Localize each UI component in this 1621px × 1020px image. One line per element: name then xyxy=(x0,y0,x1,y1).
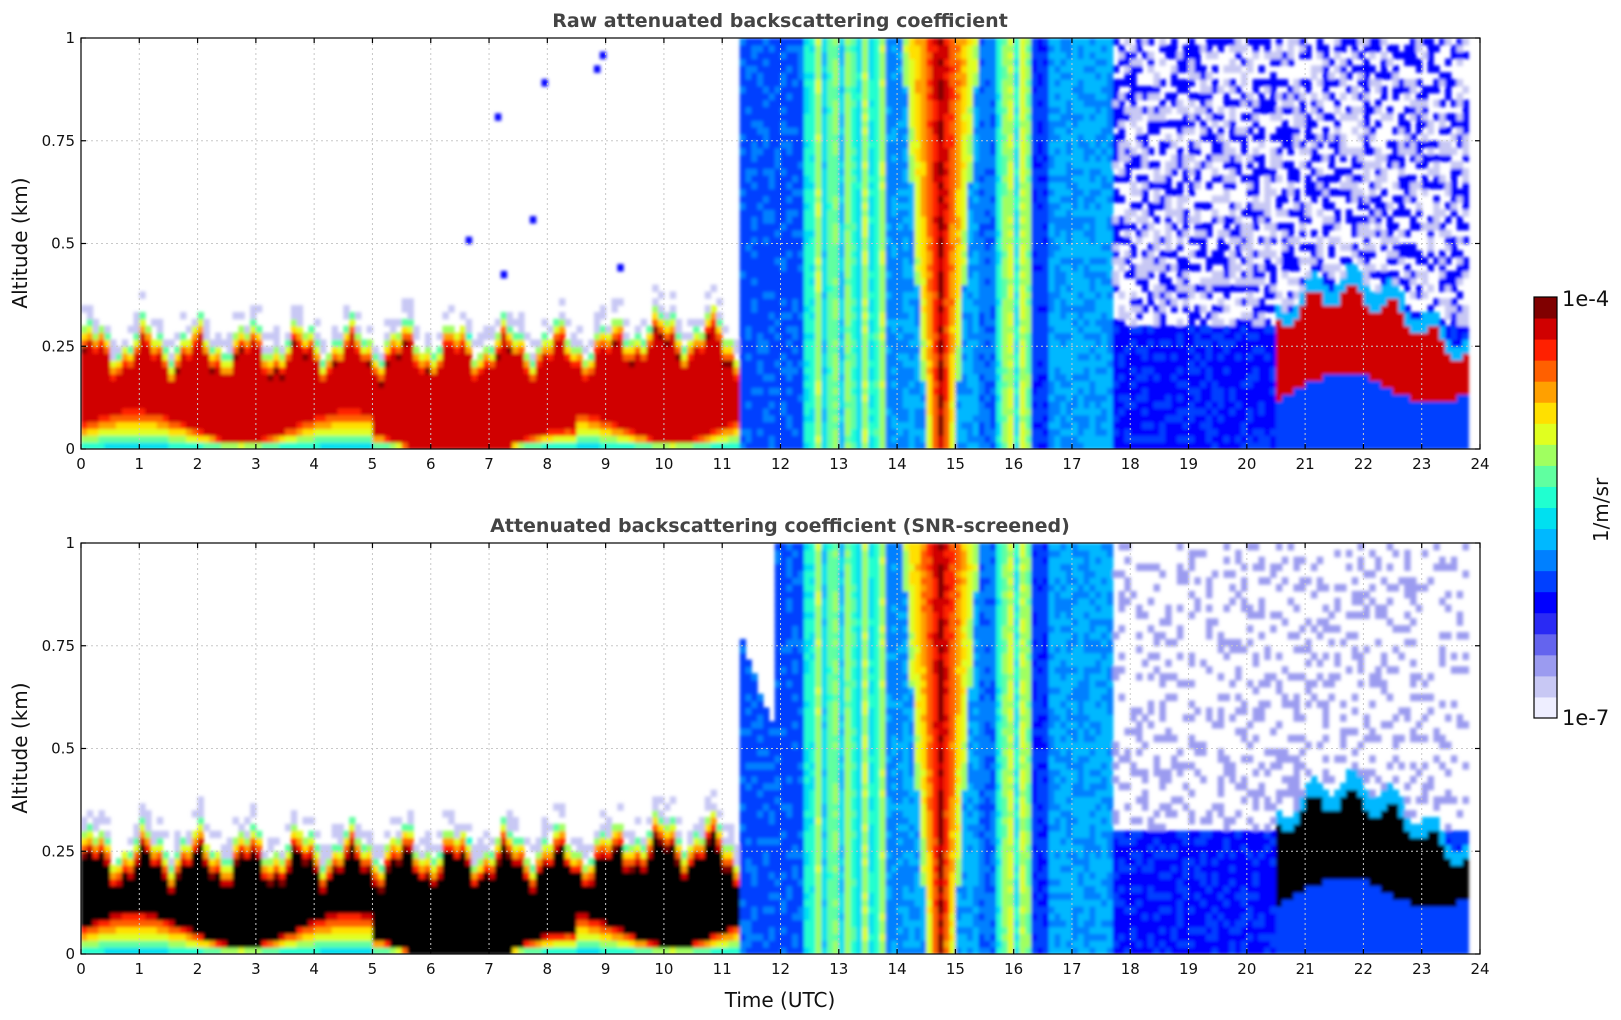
x-tick-label: 20 xyxy=(1237,455,1256,473)
x-tick-label: 2 xyxy=(193,960,203,978)
x-tick-label: 14 xyxy=(888,455,907,473)
x-tick-label: 3 xyxy=(251,960,261,978)
x-tick-label: 6 xyxy=(426,960,436,978)
x-axis-label: Time (UTC) xyxy=(724,988,836,1012)
y-axis-label: Altitude (km) xyxy=(8,177,32,308)
x-tick-label: 19 xyxy=(1179,455,1198,473)
x-tick-label: 24 xyxy=(1470,960,1489,978)
x-tick-label: 10 xyxy=(654,455,673,473)
colorbar-step xyxy=(1534,591,1557,614)
x-tick-label: 8 xyxy=(543,455,553,473)
colorbar-step xyxy=(1534,486,1557,508)
x-tick-label: 5 xyxy=(368,960,378,978)
colorbar-label: 1/m/sr xyxy=(1589,477,1613,542)
y-tick-label: 0.5 xyxy=(51,235,75,253)
x-tick-label: 8 xyxy=(543,960,553,978)
colorbar-step xyxy=(1534,444,1557,466)
y-tick-label: 0.75 xyxy=(42,637,75,655)
x-tick-label: 6 xyxy=(426,455,436,473)
x-tick-label: 23 xyxy=(1412,455,1431,473)
x-tick-label: 11 xyxy=(713,960,732,978)
heatmap-area xyxy=(81,543,1480,954)
x-tick-label: 9 xyxy=(601,960,611,978)
x-tick-label: 20 xyxy=(1237,960,1256,978)
colorbar-step xyxy=(1534,297,1557,319)
x-tick-label: 4 xyxy=(309,455,319,473)
colorbar-step xyxy=(1534,696,1557,719)
y-tick-label: 1 xyxy=(65,29,75,47)
x-tick-label: 13 xyxy=(829,960,848,978)
y-axis-label: Altitude (km) xyxy=(8,682,32,813)
colorbar-step xyxy=(1534,402,1557,424)
colorbar-step xyxy=(1534,465,1557,487)
panel-title: Attenuated backscattering coefficient (S… xyxy=(490,515,1070,537)
colorbar-step xyxy=(1534,612,1557,635)
x-tick-label: 1 xyxy=(135,455,145,473)
x-tick-label: 19 xyxy=(1179,960,1198,978)
colorbar-step xyxy=(1534,633,1557,656)
y-tick-label: 0.25 xyxy=(42,337,75,355)
x-tick-label: 12 xyxy=(771,960,790,978)
colorbar-step xyxy=(1534,675,1557,698)
colorbar-step xyxy=(1534,507,1557,530)
x-tick-label: 5 xyxy=(368,455,378,473)
x-tick-label: 22 xyxy=(1354,455,1373,473)
colorbar-step xyxy=(1534,381,1557,403)
x-tick-label: 15 xyxy=(946,455,965,473)
x-tick-label: 16 xyxy=(1004,960,1023,978)
x-tick-label: 17 xyxy=(1062,455,1081,473)
x-tick-label: 0 xyxy=(76,960,86,978)
x-tick-label: 21 xyxy=(1296,960,1315,978)
colorbar-max-label: 1e-4 xyxy=(1562,287,1609,311)
x-tick-label: 7 xyxy=(484,960,494,978)
x-tick-label: 13 xyxy=(829,455,848,473)
colorbar-step xyxy=(1534,570,1557,593)
colorbar-step xyxy=(1534,549,1557,572)
x-tick-label: 24 xyxy=(1470,455,1489,473)
colorbar-step xyxy=(1534,339,1557,361)
y-tick-label: 1 xyxy=(65,534,75,552)
x-tick-label: 9 xyxy=(601,455,611,473)
colorbar-step xyxy=(1534,528,1557,551)
x-tick-label: 12 xyxy=(771,455,790,473)
y-tick-label: 0.5 xyxy=(51,740,75,758)
x-tick-label: 3 xyxy=(251,455,261,473)
x-tick-label: 1 xyxy=(135,960,145,978)
x-tick-label: 2 xyxy=(193,455,203,473)
colorbar-step xyxy=(1534,423,1557,445)
panel-screened: Attenuated backscattering coefficient (S… xyxy=(8,515,1490,1012)
x-tick-label: 18 xyxy=(1121,455,1140,473)
x-tick-label: 11 xyxy=(713,455,732,473)
colorbar-step xyxy=(1534,654,1557,677)
x-tick-label: 0 xyxy=(76,455,86,473)
colorbar-step xyxy=(1534,360,1557,382)
colorbar-frame xyxy=(1533,296,1558,719)
panel-raw: Raw attenuated backscattering coefficien… xyxy=(8,10,1490,473)
x-tick-label: 17 xyxy=(1062,960,1081,978)
x-tick-label: 23 xyxy=(1412,960,1431,978)
y-tick-label: 0.25 xyxy=(42,842,75,860)
x-tick-label: 21 xyxy=(1296,455,1315,473)
y-tick-label: 0.75 xyxy=(42,132,75,150)
x-tick-label: 7 xyxy=(484,455,494,473)
x-tick-label: 4 xyxy=(309,960,319,978)
y-tick-label: 0 xyxy=(65,945,75,963)
panel-title: Raw attenuated backscattering coefficien… xyxy=(552,10,1008,32)
x-tick-label: 16 xyxy=(1004,455,1023,473)
y-tick-label: 0 xyxy=(65,440,75,458)
colorbar-min-label: 1e-7 xyxy=(1562,706,1609,730)
x-tick-label: 15 xyxy=(946,960,965,978)
x-tick-label: 14 xyxy=(888,960,907,978)
heatmap-area xyxy=(81,38,1480,449)
x-tick-label: 18 xyxy=(1121,960,1140,978)
x-tick-label: 10 xyxy=(654,960,673,978)
colorbar-step xyxy=(1534,318,1557,340)
x-tick-label: 22 xyxy=(1354,960,1373,978)
colorbar: 1e-4 1e-7 1/m/sr xyxy=(1533,287,1613,730)
